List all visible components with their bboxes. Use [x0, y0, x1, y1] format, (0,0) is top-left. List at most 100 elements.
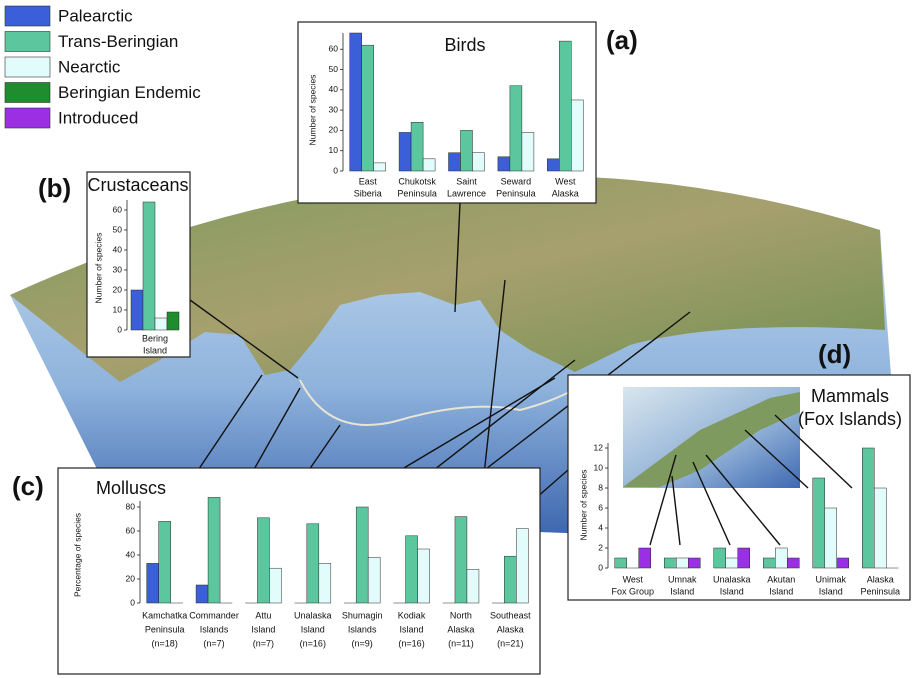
x-tick-label: North [450, 610, 472, 620]
x-tick-label: Chukotsk [398, 176, 436, 186]
bar: Trans-Beringian [411, 122, 423, 171]
x-tick-label: Peninsula [145, 624, 185, 634]
x-tick-label: Alaska [552, 188, 579, 198]
legend-label: Nearctic [58, 57, 121, 76]
y-tick-label: 0 [333, 165, 338, 175]
x-tick-label: Lawrence [447, 188, 486, 198]
y-tick-label: 40 [126, 549, 136, 559]
x-tick-label: (n=21) [497, 638, 523, 648]
bar: Trans-Beringian [714, 548, 726, 568]
y-tick-label: 50 [113, 224, 123, 234]
panel-letter: (b) [38, 173, 71, 203]
x-tick-label: Peninsula [496, 188, 536, 198]
x-tick-label: Umnak [668, 574, 697, 584]
bar: Trans-Beringian [615, 558, 627, 568]
x-tick-label: Unalaska [294, 610, 332, 620]
x-tick-label: (n=9) [352, 638, 373, 648]
x-tick-label: Unimak [815, 574, 846, 584]
y-tick-label: 30 [329, 104, 339, 114]
bar: Trans-Beringian [862, 448, 874, 568]
bar: Palearctic [399, 132, 411, 171]
x-tick-label: Alaska [867, 574, 894, 584]
x-tick-label: (n=7) [203, 638, 224, 648]
x-tick-label: Island [400, 624, 424, 634]
bar: Trans-Beringian [406, 536, 418, 603]
x-tick-label: (n=7) [253, 638, 274, 648]
legend-swatch [5, 83, 50, 103]
y-tick-label: 20 [126, 573, 136, 583]
y-tick-label: 6 [598, 502, 603, 512]
y-tick-label: 8 [598, 482, 603, 492]
y-tick-label: 20 [329, 125, 339, 135]
bar: Nearctic [825, 508, 837, 568]
bar: Nearctic [418, 549, 430, 603]
x-tick-label: (n=16) [300, 638, 326, 648]
bar: Palearctic [196, 585, 208, 603]
bar: Trans-Beringian [504, 556, 516, 603]
bar: Palearctic [350, 33, 362, 171]
x-tick-label: Peninsula [397, 188, 437, 198]
bar: Nearctic [874, 488, 886, 568]
bar: Introduced [688, 558, 700, 568]
y-axis-label: Percentage of species [72, 513, 82, 597]
y-tick-label: 4 [598, 522, 603, 532]
x-tick-label: Akutan [767, 574, 795, 584]
x-tick-label: Islands [200, 624, 229, 634]
chart-title: Crustaceans [87, 175, 188, 195]
x-tick-label: West [623, 574, 644, 584]
bar: Trans-Beringian [143, 202, 155, 330]
bar: Nearctic [319, 563, 331, 603]
y-tick-label: 30 [113, 264, 123, 274]
bar: Nearctic [374, 163, 386, 171]
y-tick-label: 20 [113, 284, 123, 294]
x-tick-label: Alaska [497, 624, 524, 634]
x-tick-label: (n=11) [448, 638, 474, 648]
x-tick-label: Island [720, 586, 744, 596]
y-tick-label: 10 [113, 304, 123, 314]
y-tick-label: 60 [126, 525, 136, 535]
bar: Trans-Beringian [455, 517, 467, 603]
x-tick-label: Island [143, 345, 167, 355]
bar: Palearctic [498, 157, 510, 171]
bar: Introduced [639, 548, 651, 568]
x-tick-label: Kamchatka [142, 610, 187, 620]
bar: Trans-Beringian [208, 497, 220, 603]
bar: Nearctic [423, 159, 435, 171]
page: PalearcticTrans-BeringianNearcticBeringi… [0, 0, 914, 678]
y-axis-label: Number of species [307, 75, 317, 146]
bar: Introduced [738, 548, 750, 568]
legend-swatch [5, 6, 50, 26]
bar: Trans-Beringian [813, 478, 825, 568]
bar: Palearctic [449, 153, 461, 171]
chart-title: Molluscs [96, 478, 166, 498]
y-tick-label: 60 [329, 43, 339, 53]
x-tick-label: Island [301, 624, 325, 634]
y-tick-label: 40 [329, 84, 339, 94]
x-tick-label: Alaska [447, 624, 474, 634]
x-tick-label: East [359, 176, 378, 186]
bar: Nearctic [516, 529, 528, 603]
y-tick-label: 10 [594, 462, 604, 472]
x-tick-label: Southeast [490, 610, 531, 620]
bar: Nearctic [726, 558, 738, 568]
bar: Trans-Beringian [356, 507, 368, 603]
y-tick-label: 10 [329, 145, 339, 155]
bar: Nearctic [155, 318, 167, 330]
bar: Beringian Endemic [167, 312, 179, 330]
panel: (c)Molluscs020406080Percentage of specie… [12, 468, 540, 674]
x-tick-label: Kodiak [398, 610, 426, 620]
bar: Trans-Beringian [307, 524, 319, 603]
x-tick-label: Siberia [354, 188, 382, 198]
x-tick-label: (n=18) [152, 638, 178, 648]
legend-swatch [5, 32, 50, 52]
bar: Nearctic [522, 132, 534, 171]
bar: Trans-Beringian [159, 521, 171, 603]
bar: Trans-Beringian [257, 518, 269, 603]
bar: Palearctic [547, 159, 559, 171]
legend-label: Palearctic [58, 6, 133, 25]
bar: Palearctic [131, 290, 143, 330]
y-tick-label: 60 [113, 204, 123, 214]
x-tick-label: Attu [255, 610, 271, 620]
legend-label: Trans-Beringian [58, 32, 178, 51]
